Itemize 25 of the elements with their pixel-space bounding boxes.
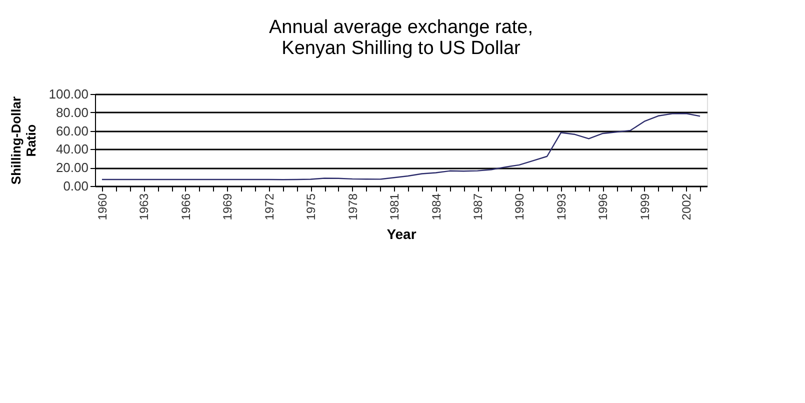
x-tick-label: 1975 (304, 193, 318, 220)
x-tick-label: 2002 (680, 193, 694, 220)
y-tick-label: 80.00 (56, 104, 88, 120)
x-tick-label: 1978 (346, 193, 360, 220)
y-tick-label: 20.00 (56, 160, 88, 176)
x-tick-label: 1972 (262, 193, 276, 220)
x-tick-label: 1981 (388, 193, 402, 220)
x-tick-label: 1987 (471, 193, 485, 220)
x-tick-label: 1984 (429, 193, 444, 220)
x-tick-label: 1996 (596, 193, 610, 220)
y-axis-title: Shilling-Dollar Ratio (8, 96, 39, 185)
x-axis-title: Year (386, 226, 417, 242)
y-tick-label: 100.00 (48, 86, 88, 102)
y-tick-label: 40.00 (56, 142, 88, 157)
line-series (101, 112, 701, 180)
y-tick-label: 60.00 (56, 123, 88, 138)
x-tick-label: 1999 (638, 193, 652, 220)
x-tick-label: 1966 (178, 193, 193, 220)
x-tick-label: 1960 (95, 193, 110, 220)
x-tick-label: 1993 (554, 193, 568, 220)
x-tick-label: 1990 (512, 193, 527, 220)
x-tick-label: 1963 (137, 193, 152, 220)
chart-title: Annual average exchange rate, Kenyan Shilling to US Dollar (268, 17, 534, 59)
x-tick-label: 1969 (220, 193, 235, 220)
y-tick-label: 0.00 (63, 178, 88, 194)
